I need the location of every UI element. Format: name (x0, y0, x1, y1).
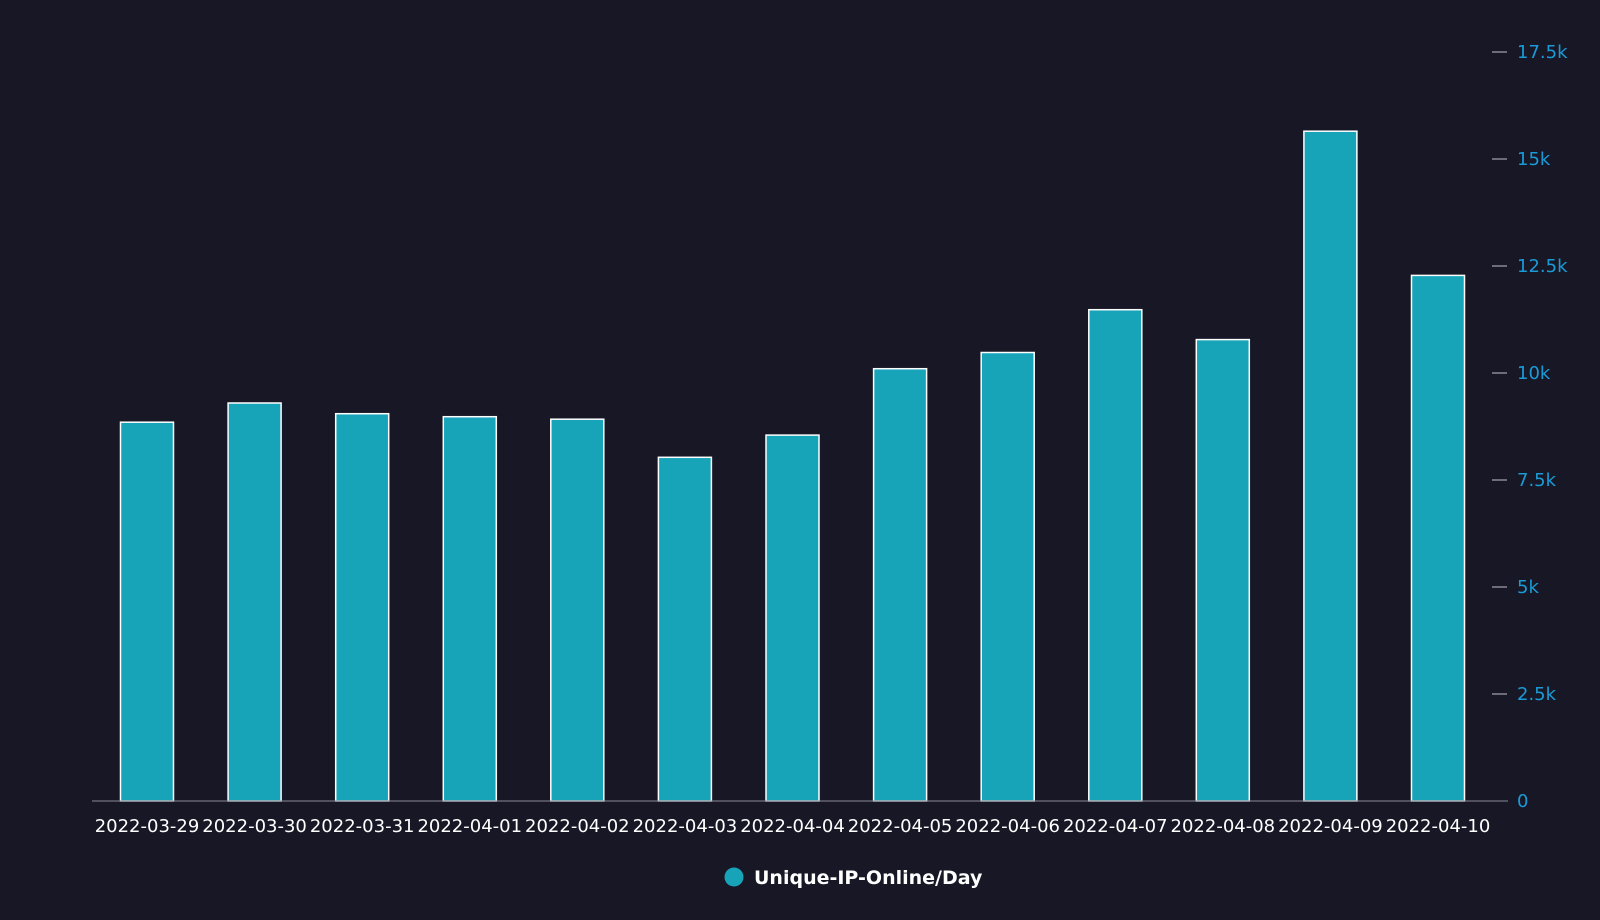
y-tick-label: 12.5k (1517, 256, 1568, 277)
x-tick-label: 2022-03-31 (310, 816, 415, 837)
x-tick-label: 2022-03-29 (95, 816, 200, 837)
bar-2022-04-03[interactable] (657, 456, 713, 802)
bar-2022-04-07[interactable] (1088, 308, 1143, 802)
bar-2022-04-08[interactable] (1195, 338, 1251, 802)
y-tick-label: 17.5k (1517, 42, 1568, 63)
legend-swatch (724, 867, 744, 887)
x-tick-label: 2022-04-09 (1278, 816, 1383, 837)
x-tick-label: 2022-03-30 (202, 816, 307, 837)
x-tick-label: 2022-04-02 (525, 816, 630, 837)
bar-2022-03-31[interactable] (334, 412, 390, 802)
x-tick-label: 2022-04-04 (740, 816, 845, 837)
bar-2022-04-05[interactable] (872, 367, 928, 802)
bar-2022-04-06[interactable] (980, 351, 1035, 802)
x-tick-label: 2022-04-06 (955, 816, 1060, 837)
bar-2022-04-02[interactable] (550, 418, 605, 802)
bars-layer (119, 130, 1466, 802)
x-tick-label: 2022-04-08 (1171, 816, 1276, 837)
y-tick-label: 7.5k (1517, 470, 1557, 491)
bar-2022-04-01[interactable] (442, 415, 498, 802)
x-tick-label: 2022-04-03 (633, 816, 738, 837)
legend-label: Unique-IP-Online/Day (754, 867, 983, 889)
bar-2022-04-09[interactable] (1303, 130, 1358, 802)
x-tick-label: 2022-04-10 (1386, 816, 1491, 837)
x-tick-label: 2022-04-01 (417, 816, 522, 837)
y-tick-label: 10k (1517, 363, 1551, 384)
legend[interactable]: Unique-IP-Online/Day (724, 867, 983, 889)
y-tick-label: 5k (1517, 577, 1539, 598)
bar-2022-04-04[interactable] (765, 434, 820, 802)
y-tick-label: 2.5k (1517, 684, 1557, 705)
bar-2022-04-10[interactable] (1410, 274, 1466, 802)
x-tick-label: 2022-04-07 (1063, 816, 1168, 837)
y-tick-label: 15k (1517, 149, 1551, 170)
bar-2022-03-30[interactable] (227, 402, 282, 802)
y-tick-label: 0 (1517, 791, 1528, 812)
bar-2022-03-29[interactable] (119, 421, 175, 802)
x-tick-label: 2022-04-05 (848, 816, 953, 837)
